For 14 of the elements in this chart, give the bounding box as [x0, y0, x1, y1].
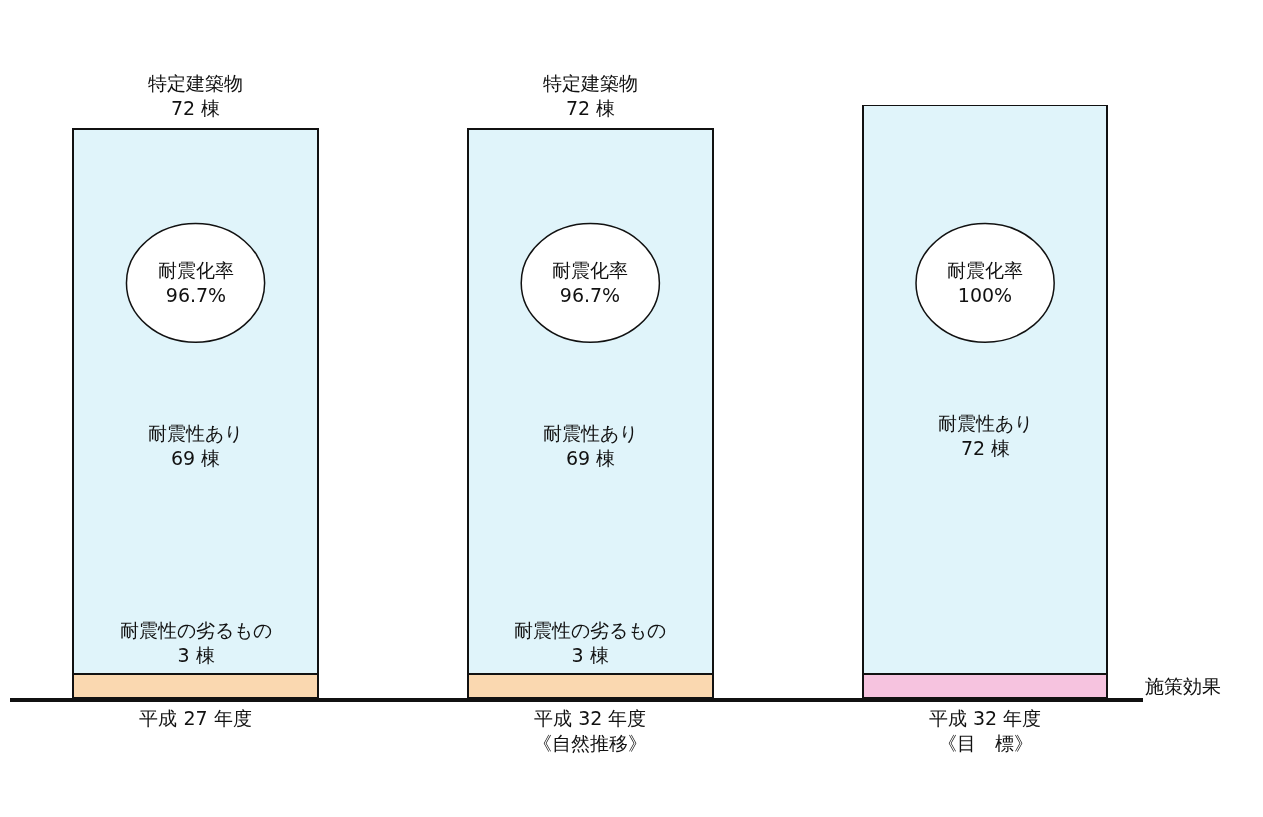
data-label: 耐震性の劣るもの 3 棟: [514, 619, 666, 666]
annotation: 耐震化率 96.7%: [552, 259, 628, 306]
data-label: 耐震性あり 72 棟: [938, 412, 1033, 459]
x-tick-label: 平成 32 年度《自然推移》: [533, 706, 648, 754]
data-label: 耐震性の劣るもの 3 棟: [120, 619, 272, 666]
x-tick-label: 平成 32 年度《目 標》: [928, 706, 1042, 754]
x-tick-label: 平成 27 年度: [139, 706, 252, 729]
data-label: 耐震性あり 69 棟: [148, 422, 243, 469]
annotation: 特定建築物 72 棟: [543, 72, 638, 119]
annotation: 特定建築物 72 棟: [148, 72, 243, 119]
text: 施策効果: [1145, 675, 1221, 697]
data-label: 耐震性あり 69 棟: [543, 422, 638, 469]
annotation: 耐震化率 100%: [947, 259, 1023, 306]
annotation: 耐震化率 96.7%: [158, 259, 234, 306]
